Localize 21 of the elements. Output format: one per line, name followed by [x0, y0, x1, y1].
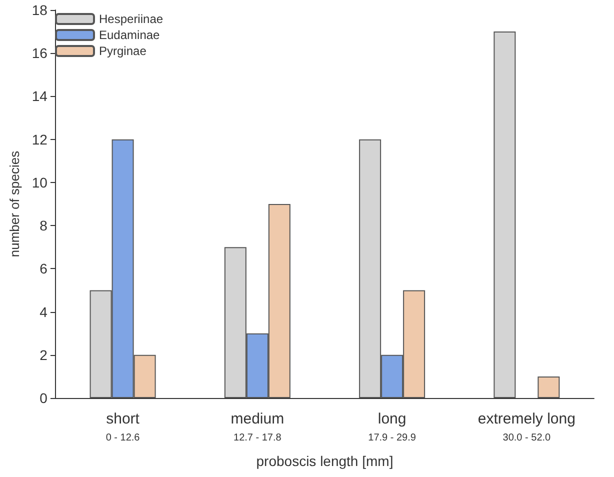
- y-tick-label: 18: [32, 2, 48, 18]
- y-tick-label: 10: [32, 174, 48, 190]
- y-tick-label: 0: [40, 390, 48, 406]
- x-tick-label: long 17.9 - 29.9: [368, 410, 416, 444]
- y-tick-label: 4: [40, 304, 48, 320]
- y-tick-label: 2: [40, 346, 48, 363]
- y-tick-label: 14: [32, 88, 48, 104]
- bar: [538, 376, 560, 398]
- bar: [494, 32, 516, 398]
- x-tick-label: extremely long 30.0 - 52.0: [478, 410, 576, 444]
- y-tick-label: 16: [32, 45, 48, 62]
- y-tick-label: 6: [40, 260, 48, 277]
- legend-label: Hesperiinae: [99, 12, 164, 26]
- x-tick-label: short 0 - 12.6: [106, 410, 140, 444]
- legend-label: Pyrginae: [99, 44, 147, 58]
- x-axis-title: proboscis length [mm]: [256, 453, 394, 469]
- y-axis-title: number of species: [7, 150, 22, 258]
- x-tick-label: medium 12.7 - 17.8: [230, 410, 284, 444]
- y-tick-label: 8: [40, 218, 48, 234]
- y-tick-label: 12: [32, 131, 48, 148]
- legend-label: Eudaminae: [99, 28, 160, 42]
